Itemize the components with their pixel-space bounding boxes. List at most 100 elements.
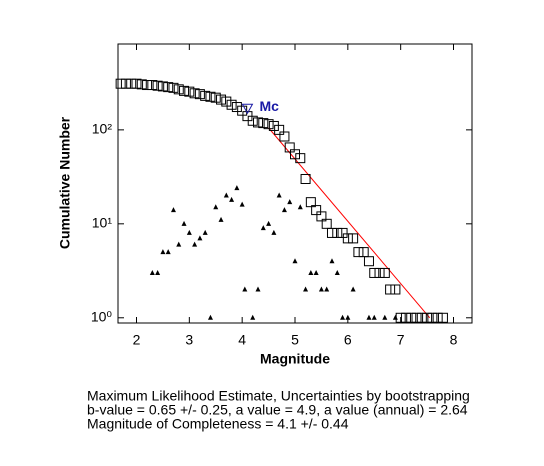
- triangle-marker: [303, 286, 309, 292]
- triangle-marker: [239, 201, 245, 207]
- triangle-marker: [192, 241, 198, 247]
- triangle-marker: [271, 229, 277, 235]
- x-tick-label: 8: [450, 332, 458, 348]
- square-marker: [253, 117, 264, 128]
- triangle-marker: [229, 196, 235, 202]
- square-marker: [205, 91, 216, 102]
- x-tick-label: 7: [397, 332, 405, 348]
- square-marker: [358, 247, 369, 258]
- square-marker: [385, 284, 396, 295]
- triangle-marker: [181, 220, 187, 226]
- square-marker: [231, 102, 242, 113]
- triangle-marker: [223, 192, 229, 198]
- triangle-marker: [266, 220, 272, 226]
- triangle-marker: [308, 269, 314, 275]
- triangle-marker: [345, 314, 351, 320]
- square-marker: [200, 90, 211, 101]
- annotation-line: Maximum Likelihood Estimate, Uncertainti…: [87, 388, 470, 404]
- mc-marker: [241, 103, 254, 115]
- square-marker: [300, 173, 311, 184]
- triangle-marker: [281, 207, 287, 213]
- square-marker: [179, 85, 190, 96]
- square-marker: [295, 153, 306, 164]
- square-marker: [321, 218, 332, 229]
- x-tick-label: 5: [291, 332, 299, 348]
- square-marker: [136, 79, 147, 90]
- triangle-marker: [218, 216, 224, 222]
- square-marker: [363, 256, 374, 267]
- triangle-marker: [324, 286, 330, 292]
- mc-label: Mc: [259, 98, 279, 114]
- square-marker: [374, 267, 385, 278]
- triangle-marker: [255, 286, 261, 292]
- triangle-marker: [313, 269, 319, 275]
- triangle-marker: [340, 314, 346, 320]
- y-tick-label: 10²: [92, 121, 113, 137]
- square-marker: [126, 78, 137, 89]
- annotation-line: b-value = 0.65 +/- 0.25, a value = 4.9, …: [87, 402, 468, 418]
- square-marker: [268, 120, 279, 131]
- triangle-marker: [292, 258, 298, 264]
- square-marker: [305, 197, 316, 208]
- triangle-marker: [287, 199, 293, 205]
- square-marker: [416, 312, 427, 323]
- square-marker: [189, 88, 200, 99]
- triangle-marker: [155, 269, 161, 275]
- square-marker: [348, 233, 359, 244]
- square-marker: [263, 119, 274, 130]
- y-tick-label: 10⁰: [91, 308, 113, 324]
- square-marker: [163, 82, 174, 93]
- y-tick-label: 10¹: [92, 215, 113, 231]
- square-marker: [210, 92, 221, 103]
- triangle-marker: [350, 286, 356, 292]
- square-marker: [120, 78, 131, 89]
- triangle-marker: [329, 258, 335, 264]
- x-tick-label: 3: [185, 332, 193, 348]
- square-marker: [437, 312, 448, 323]
- square-marker: [284, 142, 295, 153]
- square-marker: [168, 82, 179, 93]
- square-marker: [279, 131, 290, 142]
- square-marker: [353, 247, 364, 258]
- square-marker: [184, 86, 195, 97]
- triangle-marker: [371, 314, 377, 320]
- triangle-marker: [366, 314, 372, 320]
- x-axis-label: Magnitude: [260, 351, 330, 367]
- triangle-marker: [165, 249, 171, 255]
- square-marker: [390, 284, 401, 295]
- triangle-marker: [382, 314, 388, 320]
- square-marker: [432, 312, 443, 323]
- square-marker: [115, 78, 126, 89]
- square-marker: [311, 205, 322, 216]
- square-marker: [427, 312, 438, 323]
- square-marker: [337, 227, 348, 238]
- triangle-marker: [334, 269, 340, 275]
- triangle-marker: [149, 269, 155, 275]
- square-marker: [369, 267, 380, 278]
- square-marker: [332, 227, 343, 238]
- square-marker: [173, 84, 184, 95]
- triangle-marker: [276, 192, 282, 198]
- triangle-marker: [392, 314, 398, 320]
- square-marker: [316, 211, 327, 222]
- square-marker: [411, 312, 422, 323]
- triangle-marker: [318, 286, 324, 292]
- x-tick-label: 4: [238, 332, 246, 348]
- x-tick-label: 2: [133, 332, 141, 348]
- square-marker: [221, 96, 232, 107]
- square-marker: [157, 81, 168, 92]
- x-tick-label: 6: [344, 332, 352, 348]
- triangle-marker: [197, 235, 203, 241]
- square-marker: [326, 227, 337, 238]
- square-marker: [147, 80, 158, 91]
- triangle-marker: [160, 249, 166, 255]
- y-axis-label: Cumulative Number: [57, 116, 73, 249]
- square-marker: [226, 99, 237, 110]
- triangle-marker: [213, 204, 219, 210]
- square-marker: [274, 124, 285, 135]
- annotation-line: Magnitude of Completeness = 4.1 +/- 0.44: [87, 416, 349, 432]
- triangle-marker: [234, 185, 240, 191]
- triangle-marker: [202, 229, 208, 235]
- triangle-marker: [170, 207, 176, 213]
